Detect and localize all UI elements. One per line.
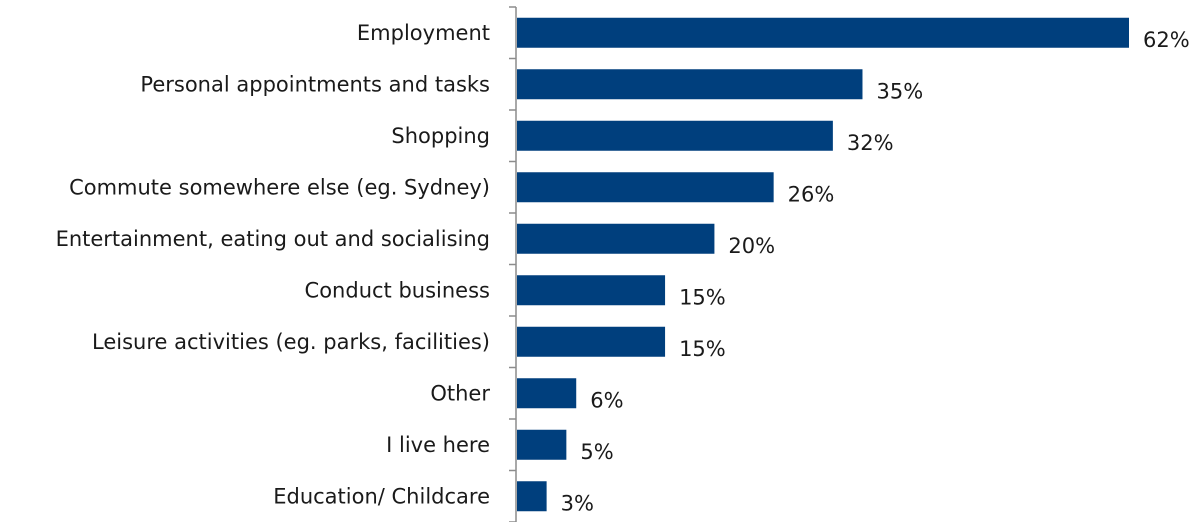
bar-8 <box>517 429 567 460</box>
bar-3 <box>517 172 774 203</box>
value-label-5: 15% <box>679 285 726 309</box>
category-label-0: Employment <box>357 21 490 45</box>
value-label-9: 3% <box>561 491 594 515</box>
value-label-7: 6% <box>590 388 623 412</box>
bar-5 <box>517 275 666 306</box>
bar-7 <box>517 378 577 409</box>
value-label-6: 15% <box>679 337 726 361</box>
category-label-5: Conduct business <box>305 278 490 302</box>
category-label-2: Shopping <box>391 124 490 148</box>
category-label-3: Commute somewhere else (eg. Sydney) <box>69 175 490 199</box>
y-axis <box>509 6 517 522</box>
bar-9 <box>517 481 547 512</box>
bar-0 <box>517 17 1129 48</box>
category-label-9: Education/ Childcare <box>273 484 490 508</box>
category-label-6: Leisure activities (eg. parks, facilitie… <box>92 330 490 354</box>
category-label-4: Entertainment, eating out and socialisin… <box>56 227 490 251</box>
value-label-3: 26% <box>788 182 835 206</box>
value-label-1: 35% <box>876 79 923 103</box>
category-label-1: Personal appointments and tasks <box>140 72 490 96</box>
bar-1 <box>517 69 863 100</box>
bars-group <box>517 17 1129 512</box>
category-labels: Employment Personal appointments and task… <box>56 21 491 509</box>
bar-4 <box>517 223 715 254</box>
value-label-0: 62% <box>1143 28 1190 52</box>
value-label-4: 20% <box>728 234 775 258</box>
value-label-8: 5% <box>580 440 613 464</box>
bar-6 <box>517 326 666 357</box>
bar-2 <box>517 120 833 151</box>
category-label-7: Other <box>430 381 490 405</box>
category-label-8: I live here <box>386 433 490 457</box>
value-label-2: 32% <box>847 131 894 155</box>
value-labels: 62% 35% 32% 26% 20% 15% 15% 6% 5% 3% <box>561 28 1190 516</box>
